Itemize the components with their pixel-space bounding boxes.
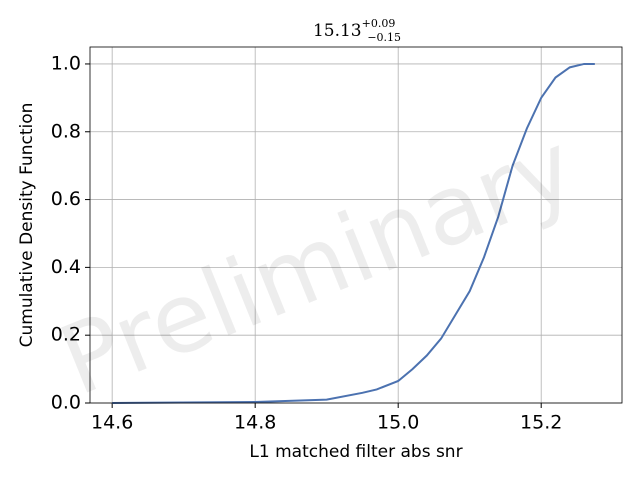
y-tick-label: 0.6 [51,188,81,210]
watermark: Preliminary [45,110,590,417]
title-value: 15.13 [313,21,362,41]
y-tick-label: 0.8 [51,120,81,142]
y-tick-label: 0.4 [51,256,81,278]
line-series [112,62,595,404]
x-tick-label: 14.6 [91,412,133,434]
plot-frame [89,46,623,404]
y-tick-label: 1.0 [51,52,81,74]
y-tick-label: 0.0 [51,392,81,414]
y-tick-label: 0.2 [51,324,81,346]
x-axis-label: L1 matched filter abs snr [249,442,462,462]
y-axis-label: Cumulative Density Function [17,103,37,348]
x-tick-label: 14.8 [234,412,276,434]
x-tick-label: 15.2 [520,412,562,434]
title-lower: −0.15 [367,31,401,44]
title-upper: +0.09 [362,17,396,30]
x-tick-label: 15.0 [377,412,419,434]
chart-title: 15.13+0.09 −0.15 [313,17,401,44]
